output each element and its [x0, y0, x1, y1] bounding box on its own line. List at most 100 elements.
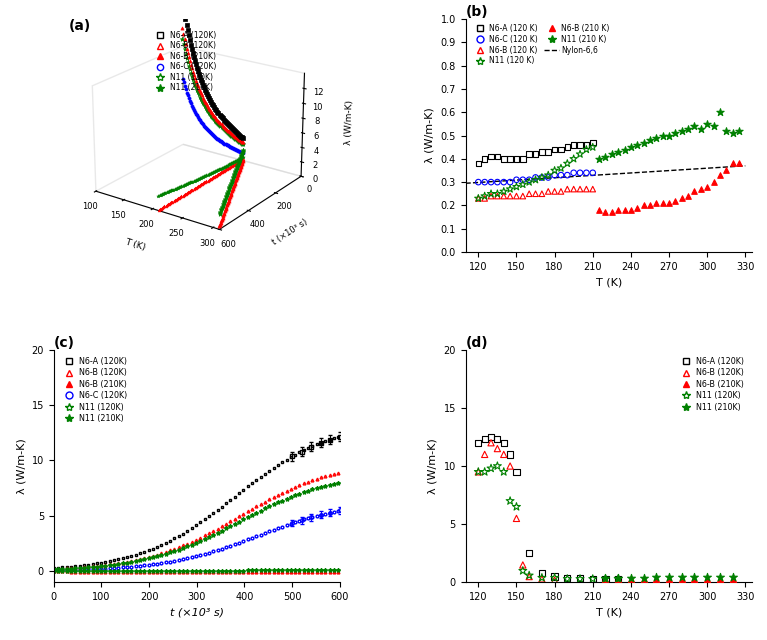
- Point: [510, 467, 522, 477]
- Point: [548, 572, 561, 582]
- Point: [536, 568, 548, 578]
- Point: [695, 124, 707, 134]
- Point: [498, 191, 510, 201]
- Y-axis label: t (×10³ s): t (×10³ s): [271, 218, 309, 247]
- Point: [637, 574, 650, 584]
- Point: [637, 200, 650, 211]
- Point: [663, 131, 675, 141]
- Point: [504, 184, 516, 194]
- Point: [606, 149, 618, 159]
- Point: [644, 200, 656, 211]
- Point: [688, 186, 700, 196]
- Point: [485, 189, 497, 199]
- Point: [670, 128, 682, 138]
- Point: [504, 154, 516, 164]
- Point: [631, 140, 644, 150]
- Point: [504, 191, 516, 201]
- Point: [581, 168, 593, 178]
- Point: [536, 574, 548, 584]
- Point: [491, 434, 503, 444]
- Point: [561, 184, 574, 194]
- Point: [650, 198, 663, 208]
- Point: [726, 128, 739, 138]
- Point: [663, 198, 675, 208]
- Point: [529, 175, 542, 185]
- Point: [568, 184, 580, 194]
- Point: [606, 207, 618, 218]
- Point: [720, 126, 732, 136]
- Point: [529, 149, 542, 159]
- Point: [593, 205, 605, 215]
- Point: [498, 467, 510, 477]
- Point: [491, 461, 503, 471]
- Point: [574, 168, 586, 178]
- Point: [523, 572, 535, 582]
- Text: (d): (d): [466, 335, 489, 349]
- Point: [720, 165, 732, 175]
- Point: [663, 572, 675, 582]
- Point: [574, 573, 586, 583]
- Point: [587, 574, 599, 584]
- Point: [599, 574, 611, 584]
- Point: [472, 438, 485, 448]
- Legend: N6-A (120K), N6-B (120K), N6-B (210K), N6-C (120K), N11 (120K), N11 (210K): N6-A (120K), N6-B (120K), N6-B (210K), N…: [150, 28, 219, 95]
- Point: [485, 463, 497, 474]
- Point: [707, 121, 719, 131]
- Point: [517, 566, 529, 576]
- Point: [517, 154, 529, 164]
- Point: [574, 140, 586, 150]
- Point: [593, 154, 605, 164]
- Legend: N6-A (120K), N6-B (120K), N6-B (210K), N6-C (120K), N11 (120K), N11 (210K): N6-A (120K), N6-B (120K), N6-B (210K), N…: [58, 354, 131, 426]
- Point: [561, 574, 574, 584]
- Point: [510, 502, 522, 512]
- Point: [714, 574, 726, 584]
- Point: [548, 573, 561, 583]
- Point: [548, 170, 561, 180]
- Point: [599, 207, 611, 218]
- Point: [599, 573, 611, 583]
- Point: [479, 467, 491, 477]
- Point: [574, 149, 586, 159]
- Point: [498, 177, 510, 188]
- Point: [504, 449, 516, 460]
- Point: [504, 496, 516, 506]
- Point: [650, 132, 663, 143]
- Point: [701, 572, 713, 582]
- Point: [555, 145, 567, 155]
- Point: [523, 548, 535, 559]
- Point: [548, 145, 561, 155]
- Point: [536, 172, 548, 182]
- Point: [625, 573, 637, 583]
- Point: [650, 574, 663, 584]
- Point: [498, 449, 510, 460]
- Text: (b): (b): [466, 5, 489, 19]
- Point: [732, 126, 745, 136]
- Point: [561, 573, 574, 583]
- Point: [701, 119, 713, 129]
- Point: [498, 438, 510, 448]
- Point: [574, 574, 586, 584]
- Point: [701, 574, 713, 584]
- Point: [676, 574, 688, 584]
- Point: [548, 186, 561, 196]
- Point: [479, 193, 491, 204]
- Point: [587, 142, 599, 152]
- Point: [670, 196, 682, 206]
- Point: [701, 182, 713, 192]
- Point: [676, 193, 688, 204]
- Point: [644, 135, 656, 145]
- Point: [574, 184, 586, 194]
- Point: [491, 189, 503, 199]
- Point: [523, 175, 535, 185]
- Point: [612, 574, 624, 584]
- Point: [631, 203, 644, 213]
- Point: [485, 191, 497, 201]
- Point: [657, 131, 669, 141]
- Point: [688, 574, 700, 584]
- Point: [561, 142, 574, 152]
- Point: [682, 124, 694, 134]
- Point: [612, 205, 624, 215]
- Point: [587, 138, 599, 148]
- Point: [517, 191, 529, 201]
- Point: [504, 177, 516, 188]
